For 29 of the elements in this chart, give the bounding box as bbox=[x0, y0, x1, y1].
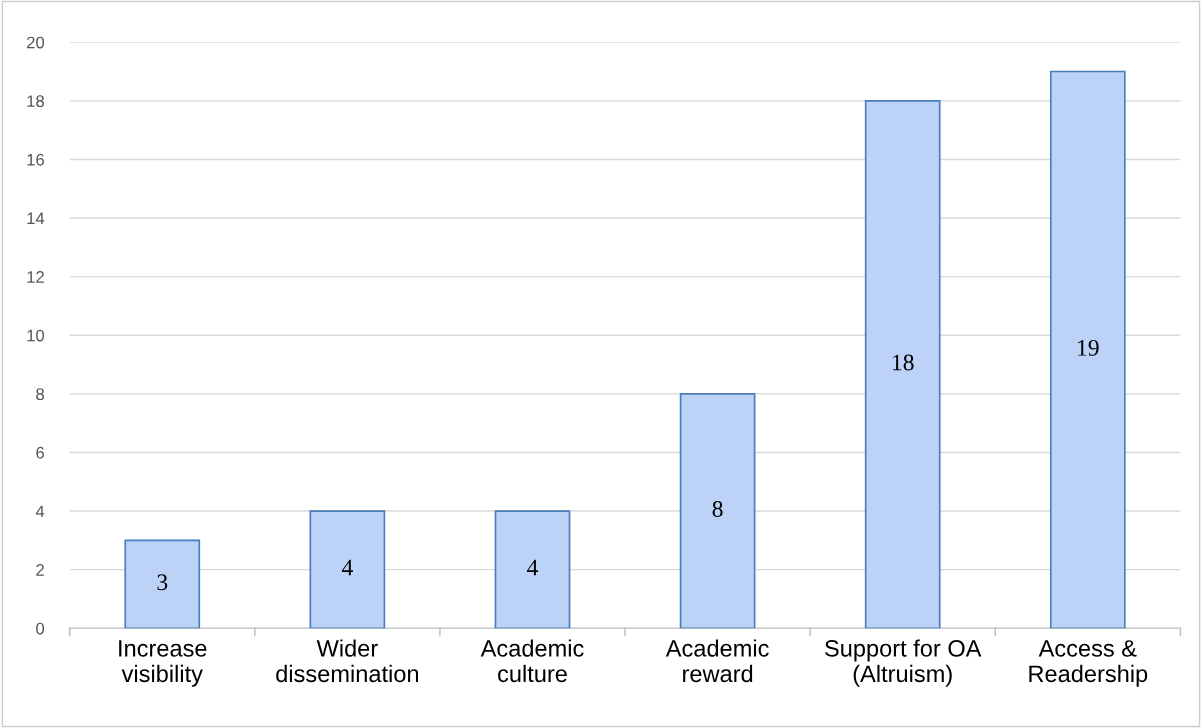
bar bbox=[494, 510, 571, 629]
data-label: 3 bbox=[157, 574, 168, 591]
x-tick-label: Increase visibility bbox=[119, 640, 207, 687]
bar bbox=[309, 510, 386, 629]
bar bbox=[124, 539, 201, 629]
x-tick-label: Access & Readership bbox=[1029, 640, 1148, 687]
bar bbox=[864, 99, 941, 629]
data-label: 8 bbox=[712, 501, 723, 517]
x-tick-label: Wider dissemination bbox=[276, 639, 419, 683]
y-tick-label: 20 bbox=[27, 36, 45, 49]
y-tick-label: 18 bbox=[27, 95, 44, 108]
y-tick-label: 10 bbox=[27, 329, 45, 342]
data-label: 18 bbox=[892, 354, 914, 371]
y-tick-label: 2 bbox=[36, 564, 44, 576]
y-tick-label: 6 bbox=[36, 446, 44, 459]
y-tick-label: 14 bbox=[27, 212, 45, 225]
data-label: 4 bbox=[527, 559, 539, 576]
x-tick-label: Support for OA (Altruism) bbox=[825, 639, 982, 687]
y-tick-label: 16 bbox=[27, 153, 44, 166]
x-tick-label: Academic culture bbox=[480, 639, 584, 683]
y-tick-label: 0 bbox=[36, 622, 45, 635]
y-tick-label: 4 bbox=[35, 505, 45, 518]
x-tick-label: Academic reward bbox=[665, 639, 769, 683]
bar bbox=[1049, 70, 1126, 629]
y-tick-label: 12 bbox=[27, 271, 44, 283]
data-label: 4 bbox=[341, 559, 353, 576]
data-label: 19 bbox=[1078, 339, 1099, 356]
y-tick-label: 8 bbox=[36, 388, 44, 401]
bar bbox=[679, 393, 756, 629]
